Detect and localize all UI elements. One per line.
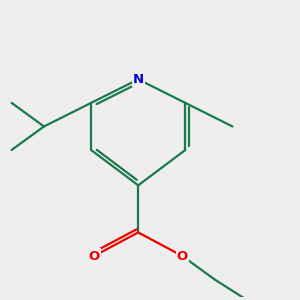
Text: O: O — [177, 250, 188, 262]
Text: O: O — [88, 250, 100, 262]
Text: N: N — [133, 73, 144, 86]
